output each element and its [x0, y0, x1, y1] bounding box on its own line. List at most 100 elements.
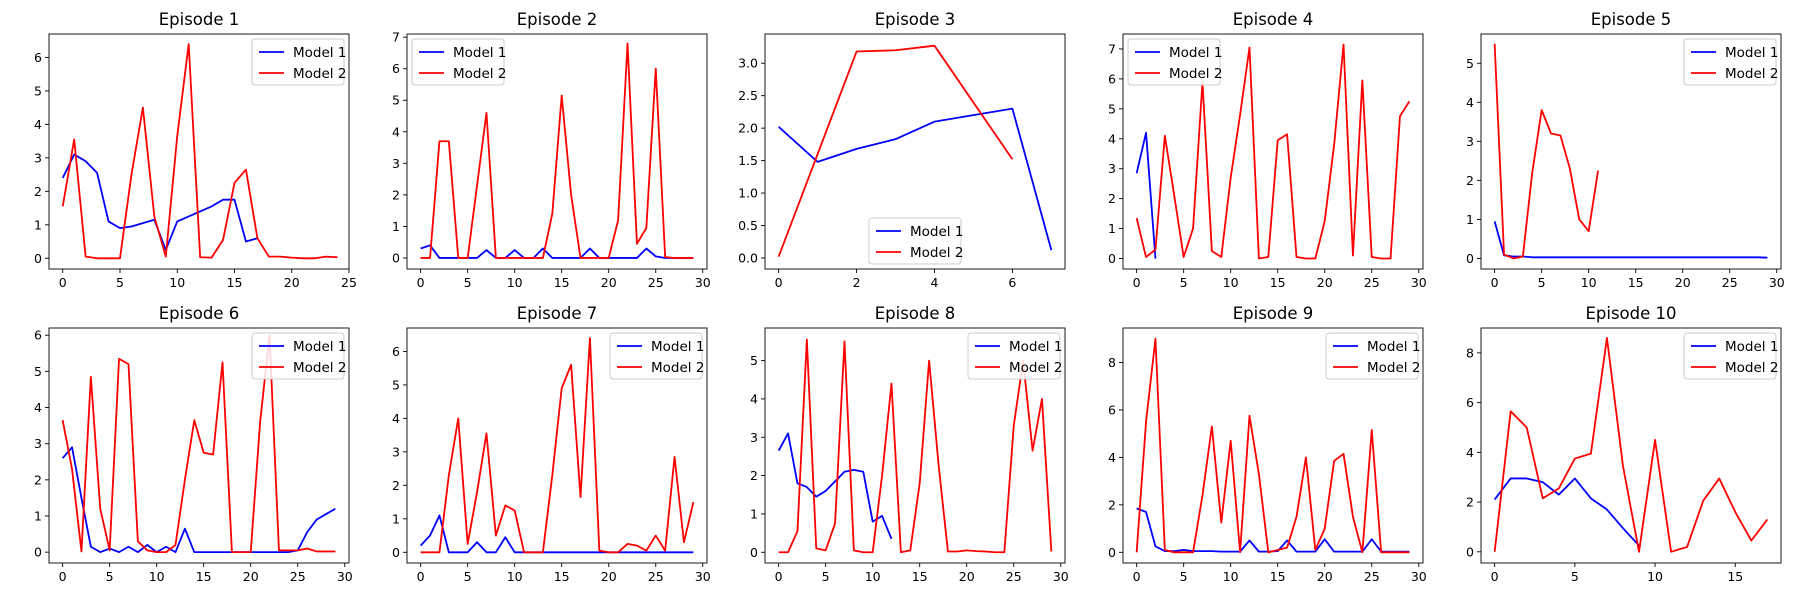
x-tick-label: 15 — [1270, 569, 1286, 584]
x-tick-label: 6 — [1008, 275, 1016, 290]
legend-label-model-2: Model 2 — [1169, 66, 1222, 82]
y-tick-label: 0 — [750, 545, 758, 560]
x-tick-label: 20 — [284, 275, 300, 290]
legend-label-model-2: Model 2 — [293, 360, 346, 376]
x-tick-label: 10 — [1647, 569, 1663, 584]
y-tick-label: 4 — [392, 124, 400, 139]
y-tick-label: 3 — [1108, 161, 1116, 176]
y-tick-label: 6 — [392, 344, 400, 359]
x-tick-label: 20 — [1317, 275, 1333, 290]
axes-frame — [406, 33, 708, 270]
legend: Model 1 Model 2 — [1127, 38, 1222, 86]
x-tick-label: 5 — [1180, 275, 1188, 290]
y-tick-label: 1 — [392, 219, 400, 234]
legend-label-model-2: Model 2 — [910, 245, 963, 261]
legend: Model 1 Model 2 — [609, 332, 704, 380]
y-tick-label: 7 — [392, 30, 400, 45]
x-tick-label: 5 — [1180, 569, 1188, 584]
legend: Model 1 Model 2 — [967, 332, 1062, 380]
x-tick-label: 5 — [822, 569, 830, 584]
y-tick-label: 1 — [34, 217, 42, 232]
legend-label-model-2: Model 2 — [1367, 360, 1420, 376]
axes-frame — [48, 33, 350, 270]
series-line-model-1 — [778, 107, 1053, 251]
y-tick-label: 1 — [392, 511, 400, 526]
subplot-title: Episode 2 — [517, 10, 598, 29]
y-tick-label: 3 — [34, 150, 42, 165]
series-line-model-1 — [419, 514, 694, 554]
legend-label-model-2: Model 2 — [1725, 360, 1778, 376]
x-tick-label: 5 — [464, 569, 472, 584]
y-tick-label: 0 — [1466, 544, 1474, 559]
x-tick-label: 5 — [116, 275, 124, 290]
legend: Model 1 Model 2 — [411, 38, 506, 86]
y-tick-label: 0 — [1466, 251, 1474, 266]
y-tick-label: 6 — [34, 50, 42, 65]
subplot-title: Episode 7 — [517, 304, 598, 323]
y-tick-label: 4 — [392, 411, 400, 426]
x-tick-label: 10 — [865, 569, 881, 584]
y-tick-label: 2.5 — [738, 88, 758, 103]
y-tick-label: 4 — [1108, 131, 1116, 146]
y-tick-label: 0.5 — [738, 218, 758, 233]
x-tick-label: 10 — [507, 275, 523, 290]
y-tick-label: 0 — [34, 251, 42, 266]
series-line-model-2 — [420, 337, 695, 554]
subplot-9: Episode 9 0 5 10 15 20 25 30 0 2 4 6 8 Model 1 Model 2 — [1108, 304, 1427, 584]
x-tick-label: 0 — [1133, 275, 1141, 290]
legend-label-model-1: Model 1 — [1169, 45, 1222, 61]
legend-label-model-2: Model 2 — [1009, 360, 1062, 376]
y-tick-label: 3 — [392, 156, 400, 171]
x-tick-label: 25 — [648, 275, 664, 290]
y-tick-label: 2 — [1108, 497, 1116, 512]
legend: Model 1 Model 2 — [1325, 332, 1420, 380]
subplot-10: Episode 10 0 5 10 15 0 2 4 6 8 Model 1 Model 2 — [1466, 304, 1782, 584]
x-tick-label: 10 — [1223, 569, 1239, 584]
legend-label-model-1: Model 1 — [651, 339, 704, 355]
y-tick-label: 1.5 — [738, 153, 758, 168]
series-line-model-1 — [61, 446, 336, 554]
x-tick-label: 20 — [601, 569, 617, 584]
y-tick-label: 2 — [392, 478, 400, 493]
x-tick-label: 5 — [106, 569, 114, 584]
y-tick-label: 6 — [34, 328, 42, 343]
y-tick-label: 3 — [750, 430, 758, 445]
x-tick-label: 25 — [341, 275, 357, 290]
x-tick-label: 2 — [853, 275, 861, 290]
y-tick-label: 6 — [1108, 71, 1116, 86]
x-tick-label: 25 — [1364, 569, 1380, 584]
x-tick-label: 20 — [601, 275, 617, 290]
y-tick-label: 1 — [1466, 212, 1474, 227]
y-tick-label: 6 — [1466, 395, 1474, 410]
y-tick-label: 3.0 — [738, 56, 758, 71]
x-tick-label: 30 — [1053, 569, 1069, 584]
y-tick-label: 7 — [1108, 41, 1116, 56]
y-tick-label: 2 — [1466, 173, 1474, 188]
x-tick-label: 5 — [1538, 275, 1546, 290]
x-tick-label: 4 — [931, 275, 939, 290]
legend: Model 1 Model 2 — [868, 217, 963, 265]
y-tick-label: 0 — [1108, 251, 1116, 266]
y-tick-label: 4 — [34, 400, 42, 415]
y-tick-label: 8 — [1108, 355, 1116, 370]
y-tick-label: 1 — [34, 509, 42, 524]
y-tick-label: 4 — [1108, 450, 1116, 465]
y-tick-label: 5 — [34, 83, 42, 98]
axes-frame — [764, 327, 1066, 564]
y-tick-label: 1 — [750, 506, 758, 521]
legend-label-model-1: Model 1 — [1725, 45, 1778, 61]
y-tick-label: 5 — [1108, 101, 1116, 116]
y-tick-label: 6 — [392, 61, 400, 76]
legend: Model 1 Model 2 — [1683, 332, 1778, 380]
y-tick-label: 5 — [1466, 56, 1474, 71]
y-tick-label: 5 — [750, 353, 758, 368]
axes-frame — [406, 327, 708, 564]
y-tick-label: 0.0 — [738, 250, 758, 265]
x-tick-label: 10 — [1223, 275, 1239, 290]
x-tick-label: 0 — [775, 275, 783, 290]
y-tick-label: 4 — [1466, 445, 1474, 460]
series-line-model-2 — [61, 334, 336, 554]
